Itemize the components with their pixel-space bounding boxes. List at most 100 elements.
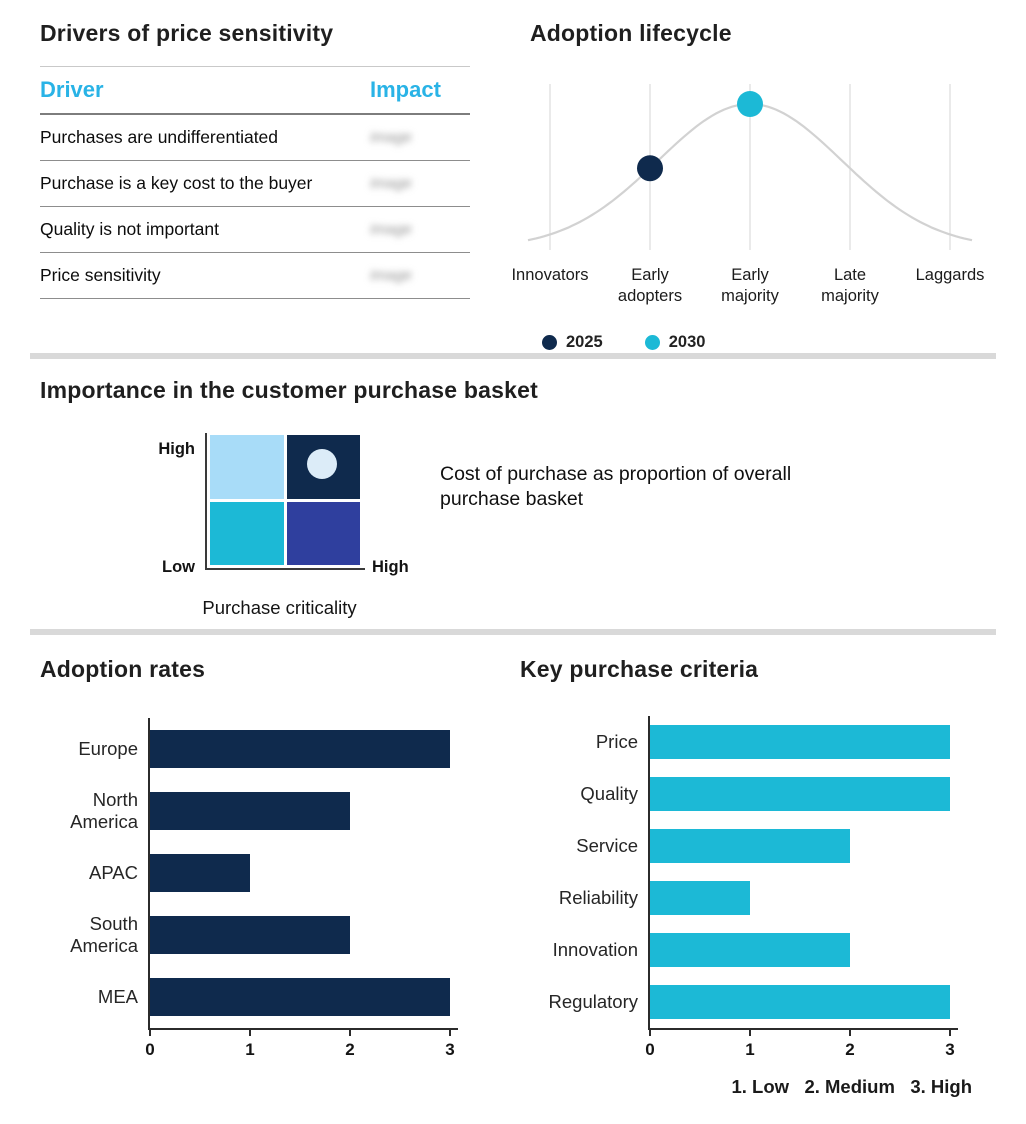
quadrant-marker-circle (307, 449, 337, 479)
axis-tick-label: 2 (845, 1040, 855, 1059)
2025-legend-dot (542, 335, 557, 350)
axis-tick-label: 3 (945, 1040, 955, 1059)
bar-south-america (150, 916, 350, 954)
section-divider-bottom (30, 629, 996, 635)
bar-row: Innovation (520, 924, 972, 976)
lifecycle-title: Adoption lifecycle (530, 20, 732, 46)
impact-redacted-text: Image (370, 128, 412, 146)
x-axis-line (648, 1028, 958, 1030)
axis-tick-mark (349, 1030, 351, 1036)
adoption-title: Adoption rates (40, 656, 206, 682)
bar-category-label: Innovation (552, 939, 638, 961)
bar-row: Europe (40, 718, 470, 780)
basket-title: Importance in the customer purchase bask… (40, 377, 538, 403)
quadrant-bottom-right (286, 501, 360, 565)
quadrant-top-left (210, 435, 284, 499)
lifecycle-plot (527, 84, 973, 250)
lifecycle-chart: Innovators Early adopters Early majority La… (511, 78, 984, 352)
bar-track (150, 916, 470, 954)
bar-category-label: Price (595, 731, 638, 753)
bar-row: Reliability (520, 872, 972, 924)
impact-cell: Image (370, 175, 470, 193)
legend-item: 2025 (542, 333, 603, 352)
adoption-chart-rows: Europe North America APAC South America MEA (40, 718, 470, 1028)
basket-matrix (210, 435, 360, 565)
impact-cell: Image (370, 129, 470, 147)
bar-category-label: North America (70, 789, 138, 832)
axis-tick-mark (749, 1030, 751, 1036)
bar-category-label: Quality (580, 783, 638, 805)
bar-track (650, 985, 972, 1019)
drivers-table-rows: Purchases are undifferentiated Image Purch… (40, 115, 470, 299)
criteria-title: Key purchase criteria (520, 656, 759, 682)
axis-tick-label: 1 (245, 1040, 255, 1059)
bar-apac (150, 854, 250, 892)
impact-column-header: Impact (370, 77, 441, 102)
basket-y-low-label: Low (162, 558, 195, 576)
bar-row: Service (520, 820, 972, 872)
lifecycle-category-label: Innovators (511, 266, 589, 284)
basket-y-high-label: High (158, 440, 195, 458)
bar-row: Price (520, 716, 972, 768)
drivers-table-row: Quality is not important Image (40, 207, 470, 253)
driver-cell: Quality is not important (40, 219, 219, 239)
axis-tick-mark (649, 1030, 651, 1036)
bar-category-label: Reliability (558, 887, 638, 909)
drivers-table-row: Price sensitivity Image (40, 253, 470, 299)
criteria-scale-note: 1. Low 2. Medium 3. High (731, 1076, 972, 1097)
impact-redacted-text: Image (370, 266, 412, 284)
axis-tick-mark (449, 1030, 451, 1036)
lifecycle-legend: 2025 2030 (542, 333, 980, 352)
y-axis-line (648, 716, 650, 1030)
lifecycle-category-label: Early adopters (617, 266, 683, 306)
bar-track (150, 792, 470, 830)
bar-row: South America (40, 904, 470, 966)
bar-track (150, 854, 470, 892)
drivers-table-header: Driver Impact (40, 66, 470, 115)
bar-track (150, 730, 470, 768)
axis-tick-label: 0 (645, 1040, 655, 1059)
drivers-table: Driver Impact Purchases are undifferenti… (40, 66, 470, 299)
bar-category-label: Service (576, 835, 638, 857)
x-axis-line (148, 1028, 458, 1030)
y-axis-line (148, 718, 150, 1030)
lifecycle-category-label: Early majority (721, 266, 779, 306)
bar-track (650, 777, 972, 811)
bar-row: APAC (40, 842, 470, 904)
axis-tick-mark (149, 1030, 151, 1036)
criteria-chart-rows: Price Quality Service Reliability Innovation… (520, 716, 972, 1028)
bar-row: North America (40, 780, 470, 842)
legend-item: 2030 (644, 333, 705, 352)
impact-redacted-text: Image (370, 174, 412, 192)
bar-track (650, 933, 972, 967)
bar-reliability (650, 881, 750, 915)
impact-redacted-text: Image (370, 220, 412, 238)
drivers-table-row: Purchase is a key cost to the buyer Image (40, 161, 470, 207)
driver-cell: Price sensitivity (40, 265, 161, 285)
bar-track (150, 978, 470, 1016)
quadrant-bottom-left (210, 501, 284, 565)
lifecycle-point-2025 (637, 155, 663, 182)
lifecycle-point-2030 (737, 91, 763, 117)
impact-cell: Image (370, 221, 470, 239)
bar-mea (150, 978, 450, 1016)
bar-category-label: South America (70, 913, 138, 956)
lifecycle-category-label: Late majority (821, 266, 879, 306)
bar-category-label: MEA (97, 986, 138, 1008)
basket-x-axis-line (205, 568, 365, 570)
bar-innovation (650, 933, 850, 967)
section-divider-top (30, 353, 996, 359)
bar-track (650, 725, 972, 759)
bar-track (650, 829, 972, 863)
driver-cell: Purchases are undifferentiated (40, 127, 279, 147)
lifecycle-category-label: Laggards (915, 266, 985, 284)
bar-category-label: Regulatory (548, 991, 638, 1013)
bar-service (650, 829, 850, 863)
bar-price (650, 725, 950, 759)
bar-row: MEA (40, 966, 470, 1028)
bar-track (650, 881, 972, 915)
bar-row: Quality (520, 768, 972, 820)
axis-tick-mark (849, 1030, 851, 1036)
basket-x-axis-title: Purchase criticality (202, 597, 357, 618)
